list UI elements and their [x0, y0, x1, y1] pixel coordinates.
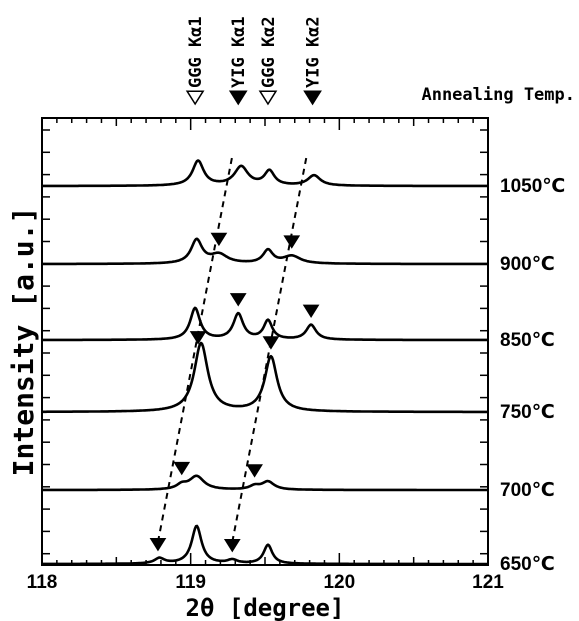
series-label: 850℃ [500, 330, 555, 351]
x-tick-label: 119 [175, 572, 206, 593]
series-label: 750℃ [500, 402, 555, 423]
series-line [41, 237, 489, 266]
x-tick-label: 120 [323, 572, 355, 593]
peak-marker-0 [185, 90, 205, 106]
yig-peak-marker [246, 464, 263, 478]
series-line [41, 524, 489, 566]
x-tick-label: 118 [27, 572, 58, 593]
series-label: 900℃ [500, 254, 555, 275]
series-label: 1050℃ [500, 176, 565, 197]
series-label: 650℃ [500, 554, 555, 575]
peak-marker-label-1: YIG Kα1 [229, 16, 249, 88]
peak-marker-label-3: YIG Kα2 [304, 16, 324, 88]
yig-peak-marker [210, 232, 228, 247]
legend-title: Annealing Temp. [421, 85, 575, 105]
x-tick-label: 121 [472, 572, 504, 593]
peak-marker-label-0: GGG Kα1 [186, 16, 206, 88]
y-axis-label: Intensity [a.u.] [7, 207, 40, 477]
series-line [41, 474, 489, 492]
series-label: 700℃ [500, 480, 555, 501]
peak-marker-label-2: GGG Kα2 [259, 16, 279, 88]
trend-line [156, 155, 234, 543]
yig-peak-marker [229, 293, 247, 307]
peak-marker-3 [303, 90, 322, 106]
yig-peak-marker [302, 304, 320, 319]
series-line [41, 306, 489, 342]
series-line [41, 159, 489, 188]
yig-peak-marker [173, 461, 191, 476]
series-line [41, 341, 489, 414]
trend-line [231, 155, 308, 543]
x-axis-label: 2θ [degree] [186, 594, 345, 621]
peak-marker-2 [258, 90, 278, 106]
peak-marker-1 [228, 90, 248, 106]
